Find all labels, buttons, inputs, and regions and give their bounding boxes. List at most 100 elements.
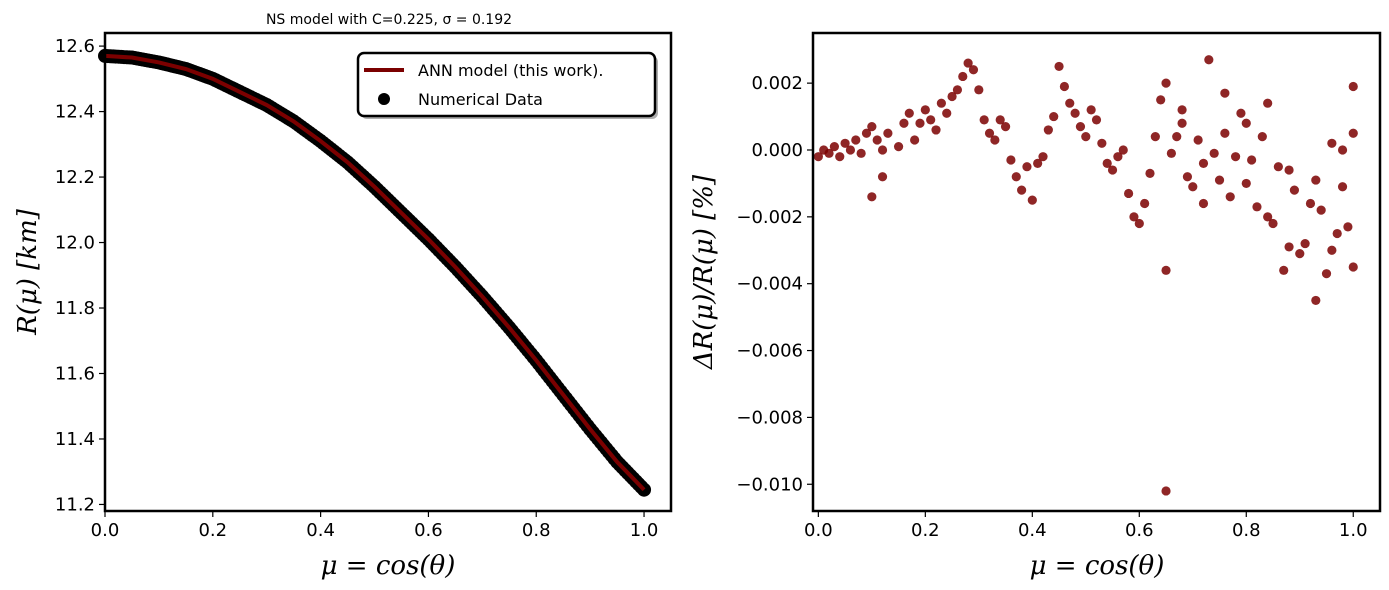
right-scatter-point	[1220, 88, 1230, 98]
right-scatter-point	[1172, 132, 1182, 142]
right-scatter-point	[1150, 132, 1160, 142]
right-y-tick-label: −0.002	[736, 207, 803, 228]
right-scatter-point	[1327, 245, 1337, 255]
right-scatter-point	[942, 108, 952, 118]
right-scatter-point	[1091, 115, 1102, 125]
right-scatter-point	[1140, 198, 1150, 209]
right-scatter-point	[931, 125, 941, 135]
right-scatter-point	[1161, 265, 1171, 275]
left-x-tick-label: 0.6	[414, 520, 443, 541]
left-axis-ticks: 0.0 0.2 0.4 0.6 0.8 1.0 11.2 11.4 11.6 11.8 12.0 12…	[55, 36, 658, 541]
left-line-series	[104, 53, 646, 492]
right-scatter-point	[1107, 165, 1118, 175]
right-scatter-point	[1337, 182, 1348, 192]
left-y-tick-label: 11.2	[55, 494, 95, 515]
left-y-tick-label: 11.4	[55, 429, 95, 450]
right-scatter-point	[1097, 138, 1107, 148]
right-scatter-point	[920, 105, 930, 115]
right-x-tick-label: 0.4	[1018, 520, 1047, 541]
right-scatter-point	[1156, 95, 1166, 105]
right-scatter-point	[1348, 262, 1358, 272]
legend-box	[356, 51, 657, 118]
right-scatter-point	[963, 58, 973, 68]
right-scatter-point	[1273, 162, 1283, 172]
right-chart-panel: 0.0 0.2 0.4 0.6 0.8 1.0 −0.010 −0.008 −0.006 −0.0…	[689, 31, 1382, 581]
right-scatter-point	[958, 71, 968, 82]
right-scatter-point	[824, 148, 834, 158]
right-scatter-point	[1279, 265, 1289, 275]
right-scatter-point	[984, 128, 995, 138]
right-scatter-point	[1006, 155, 1016, 165]
right-scatter-point	[1129, 212, 1139, 222]
right-y-tick-label: −0.006	[736, 341, 803, 362]
right-scatter-point	[1225, 192, 1235, 202]
right-scatter-point	[1311, 295, 1321, 306]
right-scatter-point	[1198, 158, 1209, 168]
right-scatter-point	[947, 91, 957, 102]
right-scatter-point	[1241, 118, 1251, 128]
right-scatter-point	[829, 142, 839, 152]
right-scatter-point	[1321, 269, 1332, 279]
right-x-tick-label: 0.6	[1125, 520, 1154, 541]
right-scatter-point	[1268, 218, 1278, 229]
left-y-axis-label: R(μ) [km]	[13, 208, 43, 336]
right-x-tick-label: 0.0	[804, 520, 833, 541]
right-scatter-point	[1000, 121, 1011, 132]
right-scatter-point	[1102, 158, 1112, 168]
left-x-axis-label: μ = cos(θ)	[321, 551, 456, 581]
right-scatter-point	[1348, 128, 1358, 138]
left-x-tick-label: 0.0	[91, 520, 120, 541]
right-scatter-point	[877, 145, 888, 155]
right-scatter-point	[867, 192, 877, 202]
legend: ANN model (this work). Numerical Data	[356, 51, 658, 119]
right-scatter-point	[1295, 249, 1305, 259]
right-scatter-point	[877, 172, 888, 182]
right-scatter-point	[840, 138, 850, 148]
right-scatter-point	[835, 152, 845, 162]
right-chart-marks	[813, 55, 1358, 496]
right-axis-ticks: 0.0 0.2 0.4 0.6 0.8 1.0 −0.010 −0.008 −0.006 −0.0…	[736, 73, 1367, 541]
left-chart-panel: NS model with C=0.225, σ = 0.192 0.0 0.2 0…	[13, 12, 673, 581]
right-scatter-point	[1220, 128, 1230, 138]
right-y-tick-label: −0.004	[736, 274, 803, 295]
right-scatter-point	[1311, 175, 1321, 185]
right-scatter-point	[1081, 132, 1091, 142]
right-scatter-point	[1033, 158, 1043, 168]
left-chart-marks	[98, 48, 652, 497]
left-y-tick-label: 11.8	[55, 298, 95, 319]
right-scatter-point	[1145, 168, 1155, 178]
right-scatter-point	[1038, 152, 1048, 162]
right-y-tick-label: −0.010	[736, 474, 803, 495]
right-scatter-point	[1214, 175, 1225, 185]
right-scatter-point	[1070, 108, 1080, 118]
right-scatter-point	[893, 142, 904, 152]
right-scatter-point	[1289, 185, 1300, 195]
right-scatter-point	[1198, 198, 1209, 209]
right-x-tick-label: 0.8	[1232, 520, 1261, 541]
legend-line-label: ANN model (this work).	[418, 61, 603, 80]
right-scatter-point	[1086, 105, 1096, 115]
right-axes-frame	[811, 31, 1382, 513]
right-scatter-point	[1247, 155, 1257, 165]
right-scatter-point	[872, 135, 882, 145]
right-x-tick-label: 1.0	[1339, 520, 1368, 541]
right-scatter-point	[1193, 135, 1203, 145]
right-y-tick-label: 0.000	[751, 140, 803, 161]
right-scatter-point	[990, 135, 1000, 145]
right-scatter-point	[1300, 238, 1310, 249]
legend-scatter-label: Numerical Data	[418, 90, 543, 109]
legend-scatter-swatch	[378, 93, 390, 105]
right-scatter-point	[1043, 125, 1053, 135]
left-axes-frame	[103, 31, 673, 513]
right-scatter-point	[1343, 222, 1353, 232]
right-scatter-point	[1204, 55, 1214, 65]
right-scatter-point	[813, 152, 823, 162]
left-y-tick-label: 12.4	[55, 102, 95, 123]
left-x-tick-label: 0.4	[306, 520, 335, 541]
left-x-tick-label: 0.2	[198, 520, 227, 541]
right-scatter-point	[1316, 205, 1326, 215]
right-scatter-point	[1113, 152, 1123, 162]
right-scatter-point	[1209, 148, 1219, 158]
right-scatter-point	[1075, 121, 1086, 132]
